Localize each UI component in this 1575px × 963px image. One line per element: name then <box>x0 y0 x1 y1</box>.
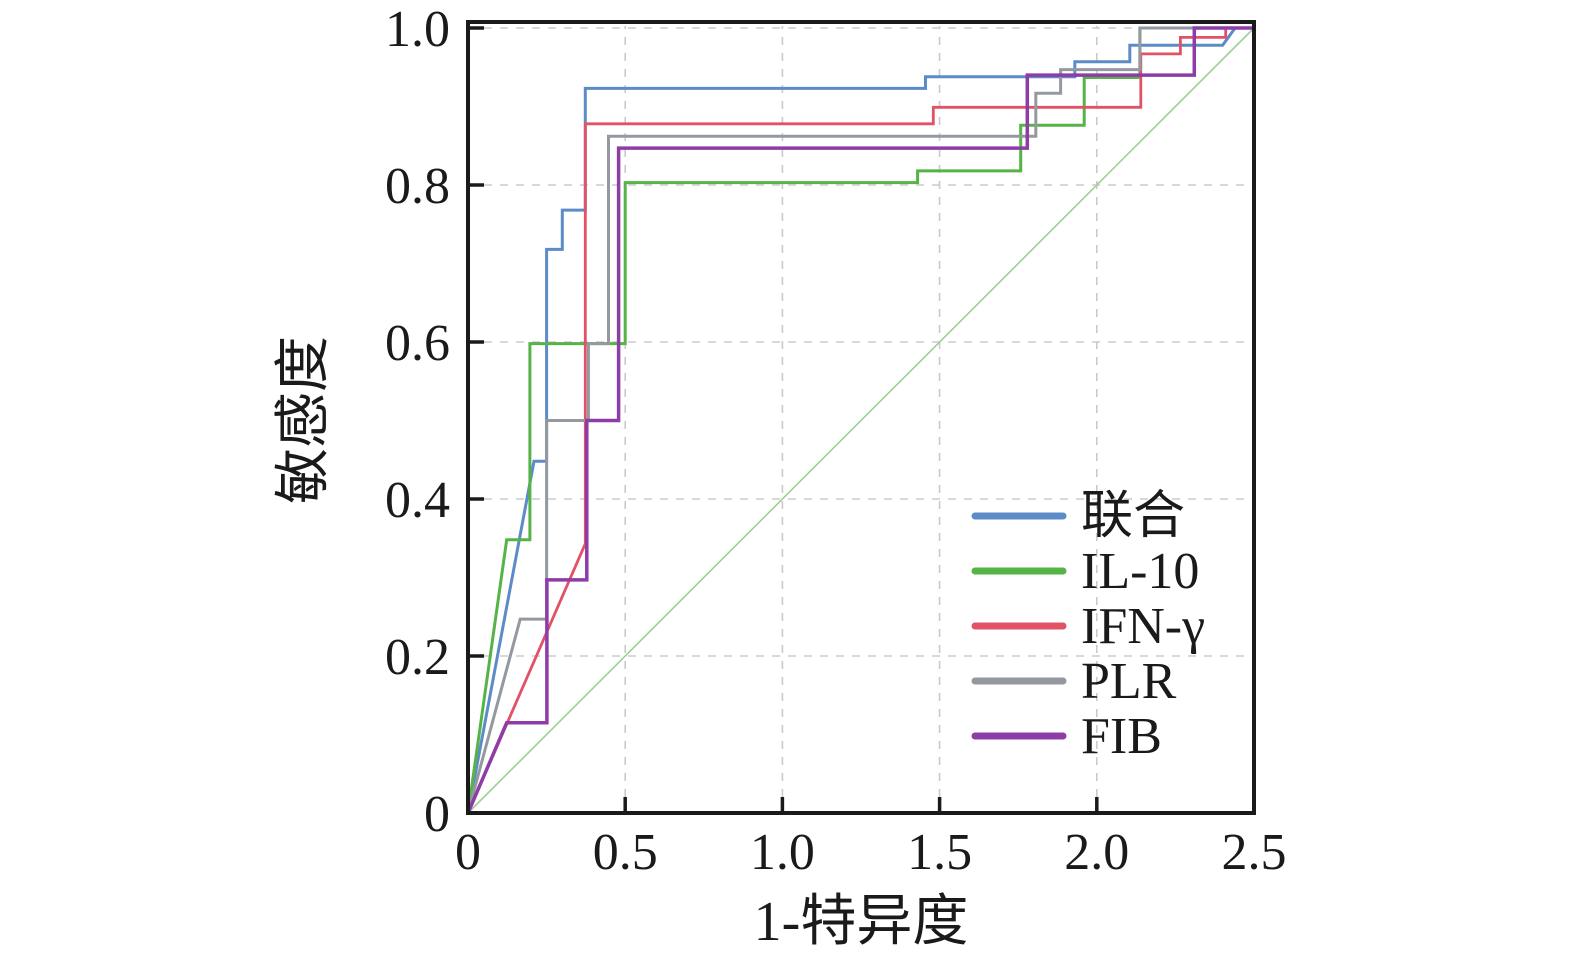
roc-curve-plr <box>466 26 1254 814</box>
legend-item-plr: PLR <box>971 653 1177 710</box>
gridlines <box>468 26 1254 813</box>
reference-diagonal-line <box>467 27 1255 814</box>
x-tick-label-2.0: 2.0 <box>1064 824 1129 881</box>
y-tick-labels: 0 0.2 0.4 0.6 0.8 1.0 <box>385 1 450 843</box>
plot-border <box>466 20 1256 815</box>
x-axis-label: 1-特异度 <box>754 891 969 953</box>
axis-ticks <box>466 26 1256 815</box>
y-tick-label-0.4: 0.4 <box>385 472 450 529</box>
roc-curve-fib <box>466 26 1254 814</box>
y-axis-label: 敏感度 <box>273 336 335 504</box>
legend-item-ifn-gamma: IFN-γ <box>971 598 1205 655</box>
legend-item-il10: IL-10 <box>971 543 1199 600</box>
x-tick-label-1.0: 1.0 <box>750 824 815 881</box>
x-tick-labels: 0 0.5 1.0 1.5 2.0 2.5 <box>455 824 1287 881</box>
roc-curve-ifn-gamma <box>466 26 1254 814</box>
x-tick-label-2.5: 2.5 <box>1222 824 1287 881</box>
y-tick-label-1.0: 1.0 <box>385 1 450 58</box>
legend-label-il10: IL-10 <box>1081 543 1199 600</box>
x-tick-label-1.5: 1.5 <box>907 824 972 881</box>
legend-label-ifn-gamma: IFN-γ <box>1081 598 1205 655</box>
y-tick-label-0: 0 <box>424 786 450 843</box>
roc-curve-il10 <box>466 26 1254 814</box>
y-tick-label-0.2: 0.2 <box>385 629 450 686</box>
x-tick-label-0: 0 <box>455 824 481 881</box>
legend-label-fib: FIB <box>1081 708 1162 765</box>
legend-item-fib: FIB <box>971 708 1162 765</box>
legend-label-combined: 联合 <box>1081 488 1185 545</box>
x-tick-label-0.5: 0.5 <box>593 824 658 881</box>
y-tick-label-0.6: 0.6 <box>385 315 450 372</box>
y-tick-label-0.8: 0.8 <box>385 158 450 215</box>
legend-item-combined: 联合 <box>971 488 1185 545</box>
roc-curves <box>466 26 1255 814</box>
roc-curve-combined <box>466 26 1254 814</box>
legend-label-plr: PLR <box>1081 653 1177 710</box>
